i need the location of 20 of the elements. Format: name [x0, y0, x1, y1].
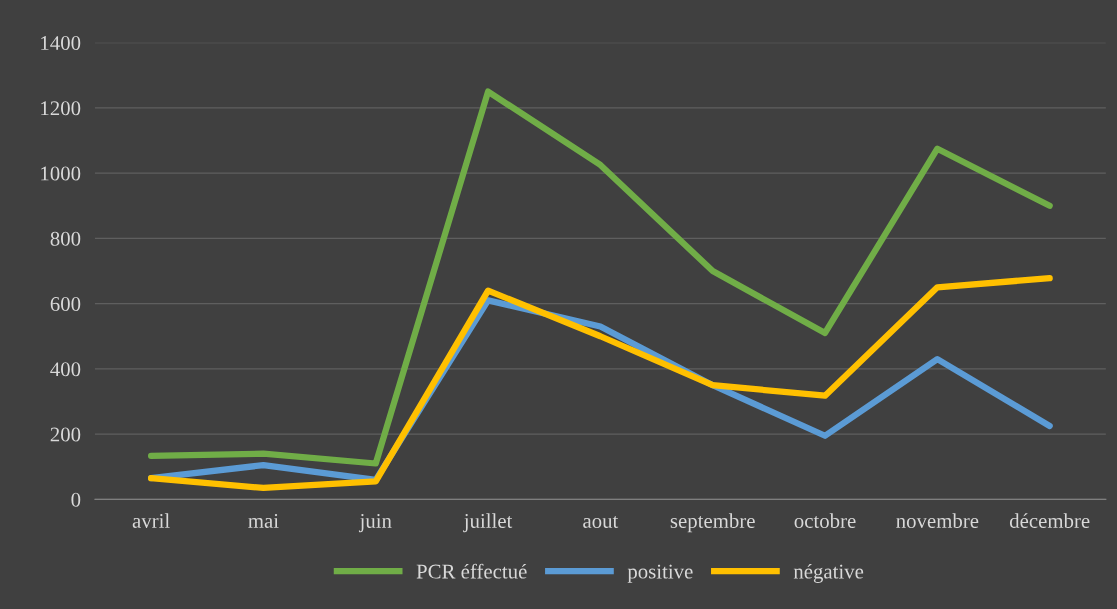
x-tick-label: décembre: [1009, 513, 1090, 528]
x-tick-label: juillet: [463, 513, 513, 533]
x-tick-label: juin: [358, 513, 392, 533]
legend-label: PCR éffectué: [416, 563, 527, 579]
y-tick-label: 0: [71, 492, 81, 507]
x-tick-label: aout: [583, 516, 619, 528]
x-tick-label: septembre: [670, 513, 755, 533]
y-tick-label: 400: [50, 362, 81, 377]
legend-label: négative: [793, 563, 864, 583]
y-tick-label: 1400: [41, 36, 81, 51]
y-tick-label: 1000: [41, 166, 81, 181]
x-tick-label: avril: [132, 513, 170, 528]
legend-label: positive: [627, 564, 693, 583]
y-tick-label: 800: [50, 231, 81, 246]
x-tick-label: novembre: [896, 513, 979, 528]
y-tick-label: 200: [50, 427, 81, 442]
y-tick-label: 600: [50, 297, 81, 312]
y-tick-label: 1200: [41, 101, 81, 116]
x-tick-label: mai: [248, 513, 279, 528]
x-tick-label: octobre: [794, 513, 856, 528]
